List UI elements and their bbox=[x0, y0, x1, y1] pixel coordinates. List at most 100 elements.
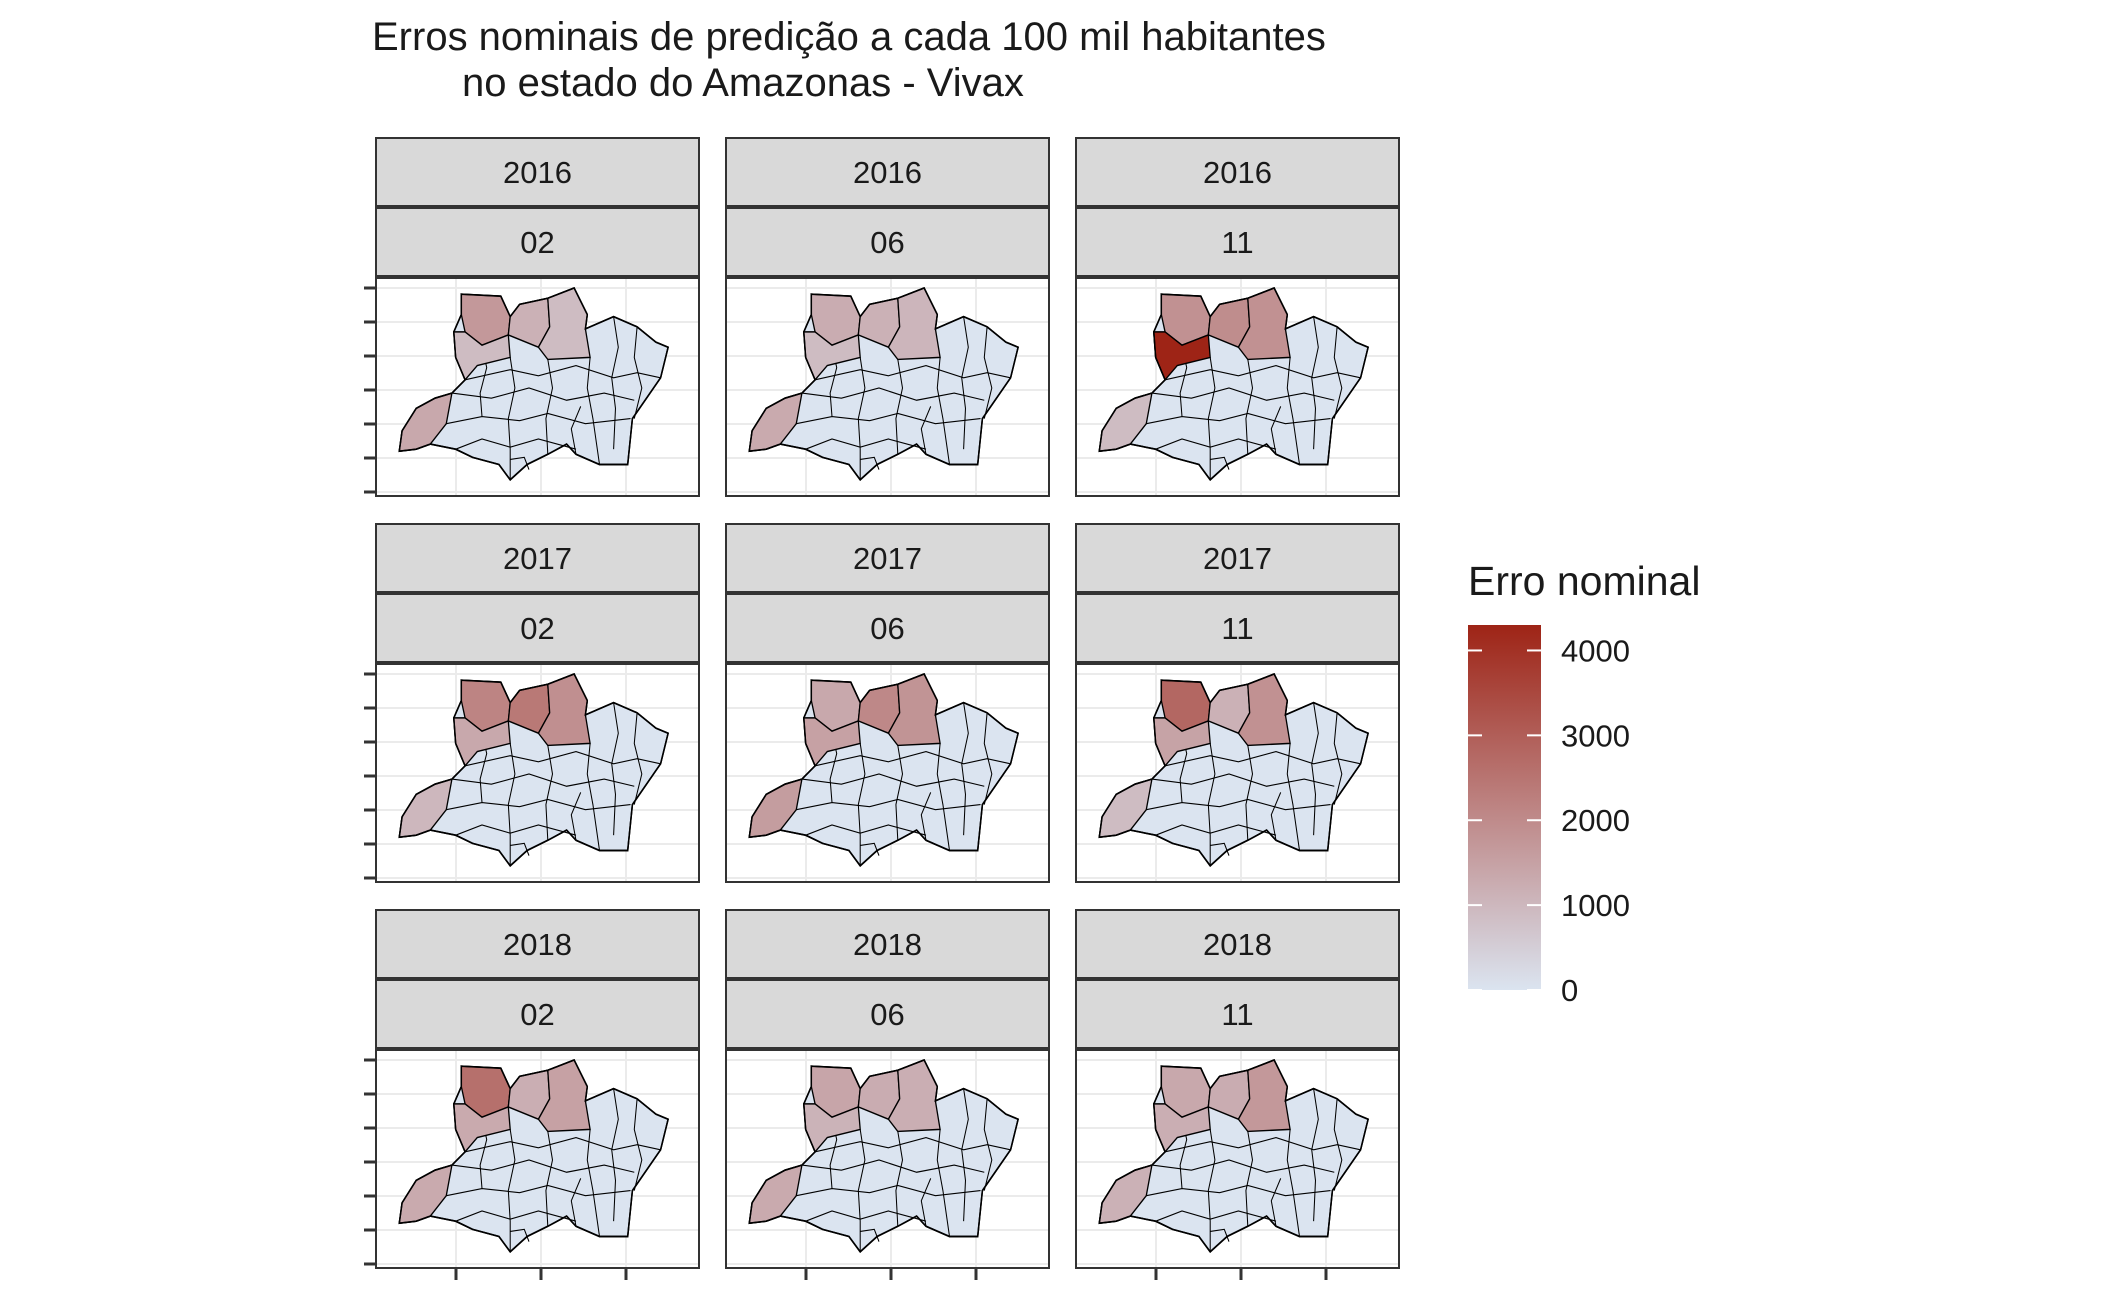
municipality-border bbox=[1333, 1098, 1343, 1191]
municipality-border bbox=[857, 1129, 866, 1252]
municipality-border bbox=[611, 1088, 619, 1222]
legend-title: Erro nominal bbox=[1468, 558, 1700, 604]
municipality-border bbox=[464, 364, 661, 381]
strip-year-label: 2017 bbox=[1203, 541, 1272, 576]
municipality-border bbox=[446, 1184, 631, 1197]
title-line-1: Erros nominais de predição a cada 100 mi… bbox=[372, 15, 1326, 59]
municipality-border bbox=[1151, 387, 1335, 401]
municipality-border bbox=[570, 792, 582, 841]
municipality-border bbox=[1286, 743, 1301, 851]
municipality-border bbox=[586, 357, 601, 465]
municipality-border bbox=[510, 842, 530, 856]
municipality-border bbox=[895, 359, 904, 455]
strip-year bbox=[375, 909, 700, 979]
municipality-border bbox=[510, 456, 530, 470]
municipality-border bbox=[451, 773, 635, 787]
municipality-border bbox=[545, 745, 554, 841]
municipality-border bbox=[586, 1129, 601, 1237]
amazonas-map bbox=[398, 673, 670, 867]
facet-panel-2017-02: 2017 02 bbox=[364, 523, 700, 883]
municipality-border bbox=[801, 1159, 985, 1173]
municipality-border bbox=[586, 743, 601, 851]
strip-year bbox=[375, 137, 700, 207]
strip-year bbox=[725, 909, 1050, 979]
municipality-border bbox=[1151, 773, 1335, 787]
municipality-border bbox=[1207, 357, 1216, 480]
state-outline-stroke bbox=[398, 673, 670, 867]
municipality-border bbox=[570, 1178, 582, 1227]
state-outline-stroke bbox=[1098, 1059, 1370, 1253]
amazonas-map bbox=[1098, 673, 1370, 867]
legend-tick-label: 1000 bbox=[1561, 888, 1630, 923]
legend-tick-label: 4000 bbox=[1561, 633, 1630, 668]
strip-year bbox=[725, 137, 1050, 207]
strip-year bbox=[1075, 523, 1400, 593]
municipality-border bbox=[1270, 792, 1282, 841]
strip-month bbox=[375, 979, 700, 1049]
municipality-border bbox=[1146, 798, 1331, 811]
amazonas-map bbox=[1098, 1059, 1370, 1253]
municipality-border bbox=[796, 798, 981, 811]
municipality-border bbox=[1164, 750, 1361, 767]
figure-title: Erros nominais de predição a cada 100 mi… bbox=[372, 14, 1326, 106]
facet-panel-2018-06: 2018 06 bbox=[725, 909, 1050, 1280]
strip-month-label: 11 bbox=[1221, 611, 1253, 646]
facet-panel-2017-06: 2017 06 bbox=[725, 523, 1050, 883]
legend-tick-label: 3000 bbox=[1561, 718, 1630, 753]
municipality-border bbox=[920, 1178, 932, 1227]
panel-border bbox=[1075, 663, 1400, 883]
municipality-border bbox=[1245, 359, 1254, 455]
municipality-border bbox=[1210, 842, 1230, 856]
municipality-border bbox=[507, 743, 516, 866]
strip-year bbox=[375, 523, 700, 593]
municipality-border bbox=[1245, 1131, 1254, 1227]
municipality-border bbox=[860, 842, 880, 856]
municipality-border bbox=[633, 1098, 643, 1191]
strip-year-label: 2018 bbox=[853, 927, 922, 962]
municipality-border bbox=[961, 702, 969, 836]
panel-border bbox=[375, 277, 700, 497]
municipality-border bbox=[895, 745, 904, 841]
panel-border bbox=[1075, 1049, 1400, 1269]
municipality-border bbox=[814, 1136, 1011, 1153]
facet-panel-2016-06: 2016 06 bbox=[725, 137, 1050, 497]
state-outline-stroke bbox=[1098, 673, 1370, 867]
municipality-border bbox=[920, 792, 932, 841]
municipality-border bbox=[1151, 1159, 1335, 1173]
panel-border bbox=[375, 663, 700, 883]
municipality-border bbox=[633, 712, 643, 805]
municipality-border bbox=[936, 1129, 951, 1237]
municipality-border bbox=[1286, 357, 1301, 465]
municipality-border bbox=[983, 1098, 993, 1191]
municipality-border bbox=[451, 1159, 635, 1173]
municipality-border bbox=[1207, 1129, 1216, 1252]
municipality-border bbox=[446, 412, 631, 425]
municipality-border bbox=[1146, 412, 1331, 425]
strip-month-label: 02 bbox=[520, 611, 554, 646]
state-outline-stroke bbox=[398, 287, 670, 481]
panel-border bbox=[725, 663, 1050, 883]
municipality-border bbox=[633, 326, 643, 419]
legend-tick-label: 2000 bbox=[1561, 803, 1630, 838]
municipality-border bbox=[796, 412, 981, 425]
municipality-border bbox=[570, 406, 582, 455]
strip-month-label: 06 bbox=[870, 225, 904, 260]
title-line-2: no estado do Amazonas - Vivax bbox=[462, 61, 1024, 105]
municipality-border bbox=[983, 712, 993, 805]
strip-year-label: 2018 bbox=[503, 927, 572, 962]
municipality-border bbox=[1270, 1178, 1282, 1227]
municipality-border bbox=[1333, 326, 1343, 419]
strip-month-label: 06 bbox=[870, 611, 904, 646]
facet-panel-2017-11: 2017 11 bbox=[1075, 523, 1400, 883]
facet-panel-2016-02: 2016 02 bbox=[364, 137, 700, 497]
strip-year bbox=[1075, 909, 1400, 979]
municipality-border bbox=[1245, 745, 1254, 841]
municipality-border bbox=[814, 750, 1011, 767]
panel-border bbox=[375, 1049, 700, 1269]
municipality-border bbox=[507, 1129, 516, 1252]
strip-month-label: 02 bbox=[520, 997, 554, 1032]
municipality-border bbox=[983, 326, 993, 419]
strip-month-label: 11 bbox=[1221, 225, 1253, 260]
